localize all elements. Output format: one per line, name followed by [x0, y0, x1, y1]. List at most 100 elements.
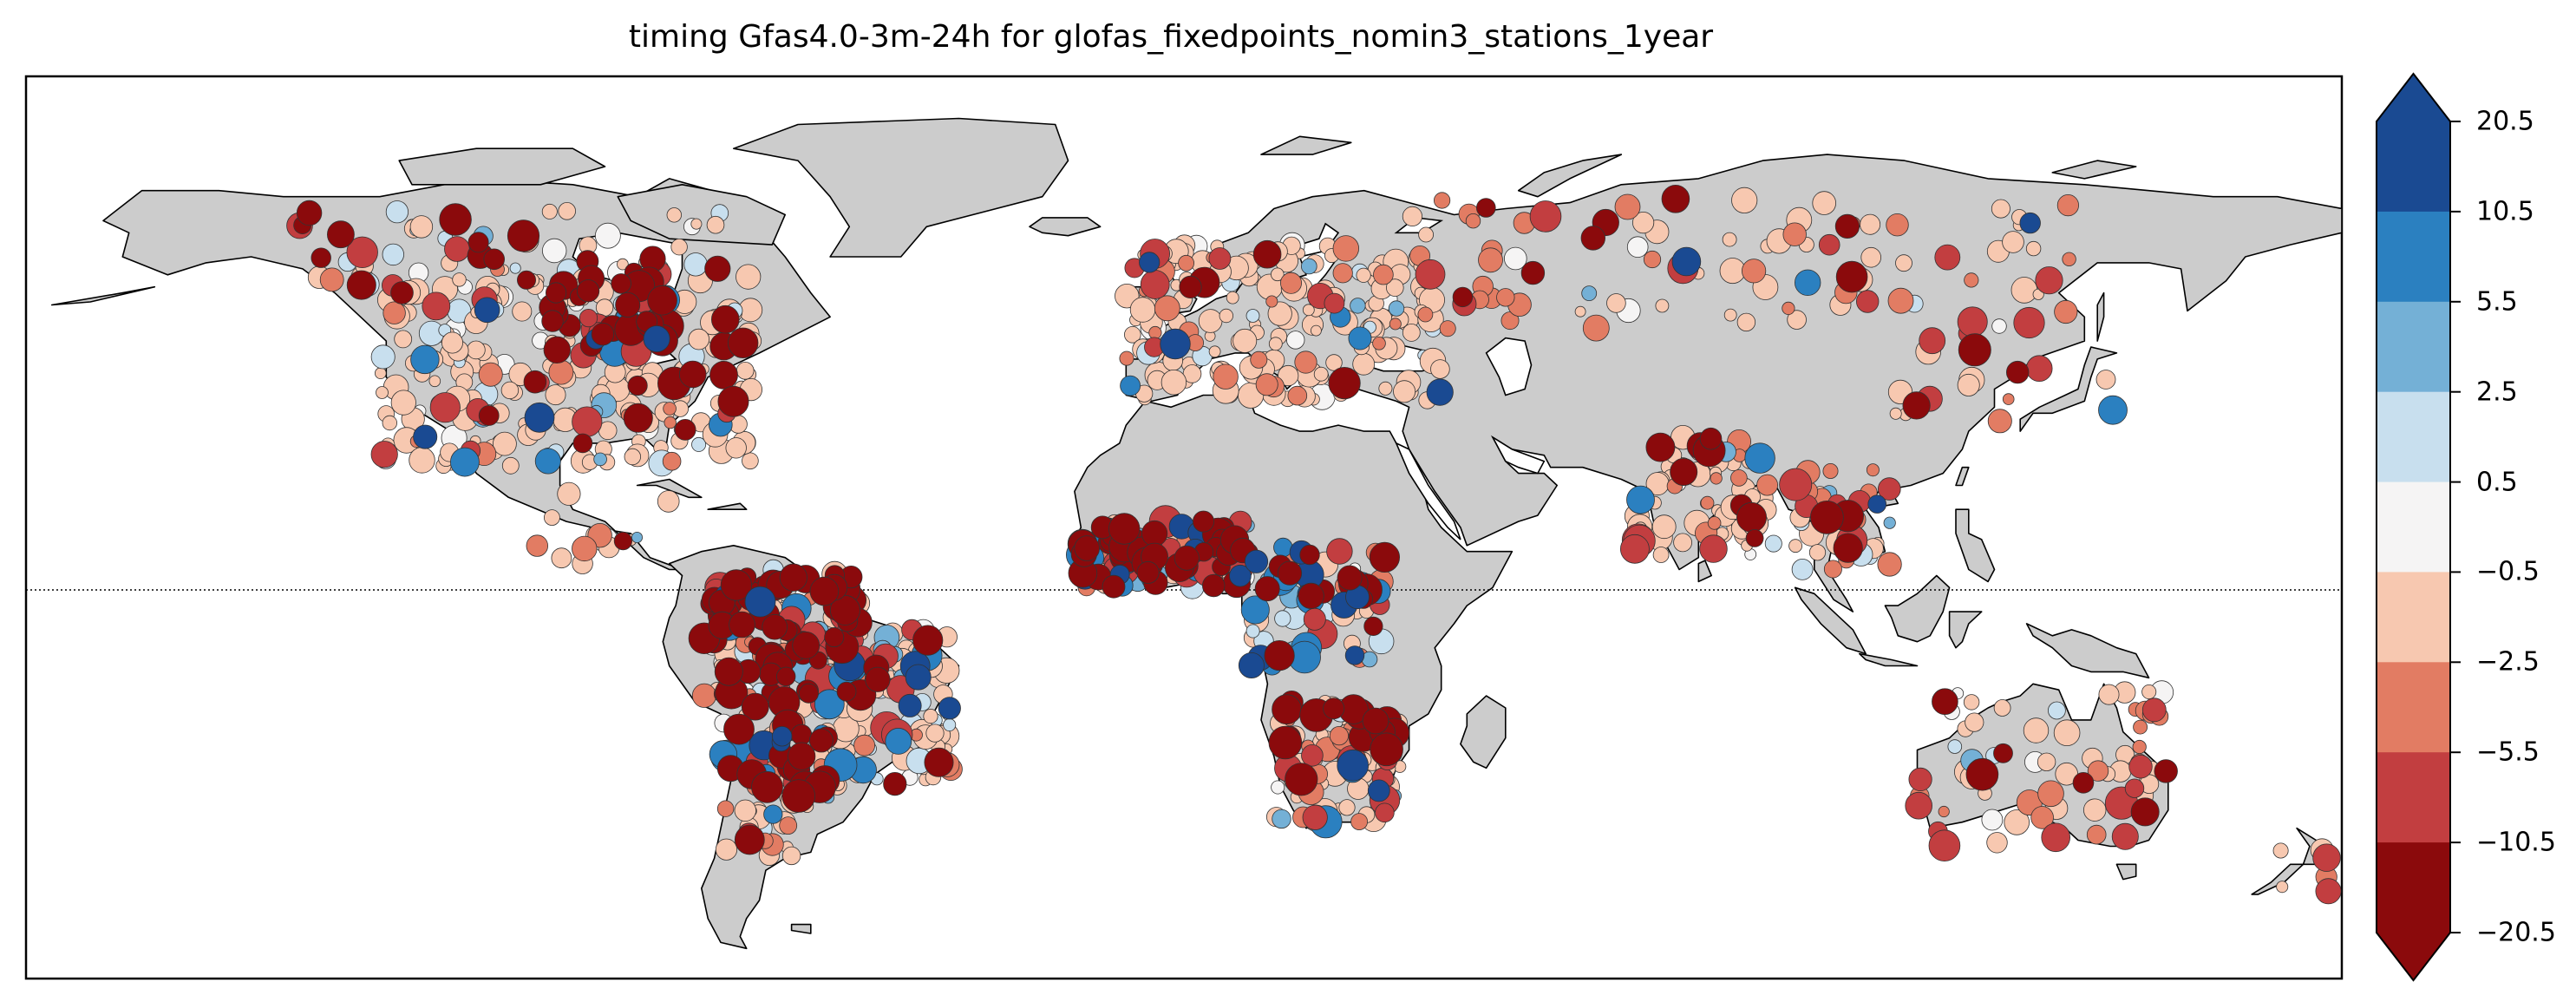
- station-point: [1350, 813, 1368, 830]
- station-point: [688, 328, 709, 350]
- station-point: [1356, 267, 1371, 283]
- station-point: [1993, 699, 2011, 717]
- station-point: [1661, 185, 1690, 213]
- station-point: [1430, 359, 1450, 379]
- station-point: [1338, 799, 1356, 816]
- station-point: [1699, 534, 1728, 563]
- station-point: [1478, 247, 1503, 273]
- station-point: [647, 285, 677, 316]
- station-point: [1794, 269, 1821, 297]
- station-point: [615, 291, 641, 318]
- station-point: [1337, 749, 1369, 782]
- station-point: [444, 236, 470, 262]
- station-point: [670, 239, 688, 256]
- station-point: [1417, 306, 1434, 323]
- station-layer: [286, 185, 2342, 905]
- station-point: [798, 683, 819, 704]
- station-point: [422, 291, 451, 321]
- station-point: [1148, 325, 1162, 340]
- station-point: [714, 657, 743, 686]
- station-point: [1867, 494, 1887, 514]
- station-point: [1302, 804, 1328, 830]
- station-point: [1835, 260, 1868, 293]
- land-sakhalin: [2096, 291, 2105, 342]
- station-point: [2128, 755, 2153, 779]
- station-point: [1326, 538, 1353, 565]
- colorbar-tick-label: 20.5: [2476, 106, 2534, 137]
- station-point: [1788, 539, 1803, 553]
- station-point: [2053, 719, 2081, 746]
- station-point: [544, 509, 560, 526]
- station-point: [1378, 381, 1393, 396]
- station-point: [1529, 200, 1562, 232]
- station-point: [1367, 779, 1390, 802]
- station-point: [478, 405, 500, 426]
- station-point: [1947, 739, 1963, 754]
- station-point: [1878, 477, 1901, 501]
- station-point: [706, 215, 725, 234]
- station-point: [779, 563, 807, 592]
- station-point: [591, 323, 615, 346]
- station-point: [814, 689, 845, 720]
- station-point: [1140, 270, 1170, 299]
- station-point: [1655, 298, 1670, 313]
- station-point: [1278, 364, 1299, 387]
- station-point: [1372, 336, 1386, 350]
- station-point: [809, 576, 840, 606]
- station-point: [385, 200, 409, 224]
- station-point: [1645, 432, 1676, 462]
- station-point: [657, 490, 680, 513]
- station-point: [1626, 485, 1655, 514]
- station-point: [1232, 328, 1258, 353]
- station-point: [1707, 516, 1722, 530]
- station-point: [1736, 312, 1756, 332]
- station-point: [558, 202, 576, 220]
- station-point: [1860, 246, 1882, 268]
- station-point: [1934, 244, 1961, 271]
- station-point: [1730, 469, 1748, 487]
- station-point: [512, 301, 533, 322]
- station-point: [1124, 325, 1141, 344]
- station-point: [542, 238, 567, 264]
- land-sri-lanka: [1697, 560, 1712, 583]
- station-point: [1174, 545, 1200, 571]
- station-point: [2041, 822, 2071, 853]
- station-point: [2082, 798, 2107, 822]
- station-point: [1246, 309, 1260, 323]
- station-point: [1465, 213, 1481, 229]
- station-point: [1742, 259, 1767, 284]
- station-point: [1213, 363, 1239, 390]
- station-point: [736, 361, 755, 380]
- station-point: [885, 728, 912, 755]
- station-point: [1626, 236, 1649, 259]
- land-siberia-islands: [2051, 160, 2137, 180]
- station-point: [478, 362, 503, 387]
- station-point: [1700, 495, 1715, 510]
- station-point: [428, 375, 441, 388]
- station-point: [1496, 288, 1515, 307]
- station-point: [776, 666, 796, 687]
- station-point: [1723, 308, 1737, 322]
- station-point: [1178, 254, 1194, 272]
- station-point: [1887, 287, 1914, 314]
- station-point: [1928, 829, 1961, 861]
- station-point: [923, 708, 938, 724]
- station-point: [1671, 246, 1702, 277]
- station-point: [683, 252, 708, 277]
- station-point: [1993, 743, 2013, 763]
- station-point: [1294, 350, 1317, 374]
- land-borneo: [1884, 574, 1951, 643]
- colorbar-tick-label: −2.5: [2476, 646, 2540, 678]
- station-point: [710, 305, 740, 334]
- station-point: [1581, 285, 1598, 302]
- station-point: [1439, 320, 1456, 337]
- station-point: [1957, 306, 1988, 337]
- station-point: [1866, 463, 1880, 477]
- station-point: [1370, 732, 1403, 767]
- station-point: [1580, 226, 1606, 251]
- station-point: [744, 586, 776, 618]
- station-point: [2056, 194, 2079, 217]
- station-point: [631, 532, 644, 544]
- station-point: [1264, 639, 1295, 671]
